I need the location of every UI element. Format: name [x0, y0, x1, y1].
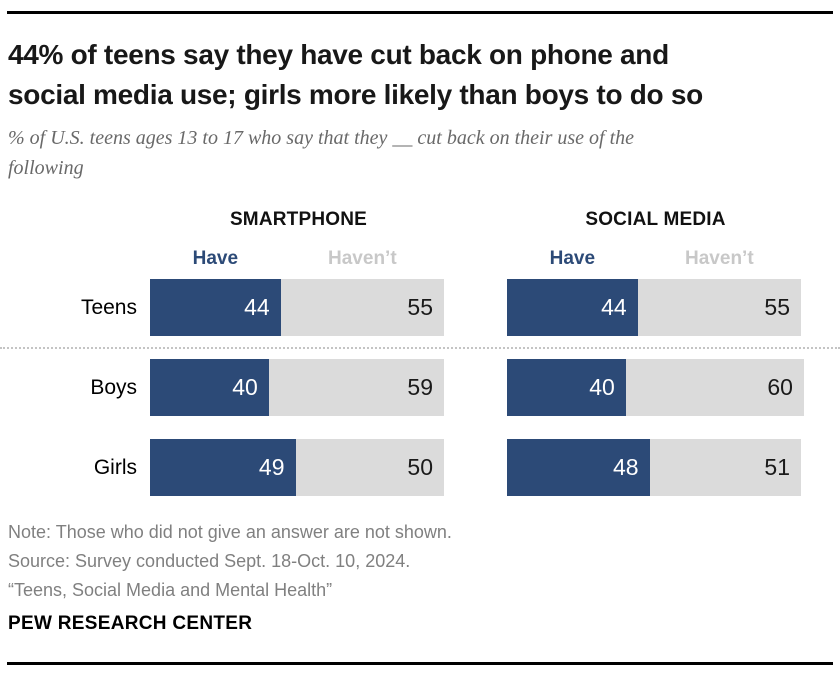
pew-chart-card: 44% of teens say they have cut back on p…: [0, 11, 840, 697]
legend-have-social-media: Have: [549, 248, 596, 269]
top-rule: [7, 11, 833, 14]
chart-title-line-1: 44% of teens say they have cut back on p…: [8, 39, 669, 70]
row-girls: Girls 49 50 48 51: [0, 439, 840, 496]
row-boys: Boys 40 59 40 60: [0, 359, 840, 416]
bar-girls-smartphone: 49 50: [150, 439, 447, 496]
bar-segment-havent: 55: [280, 279, 445, 336]
bar-girls-social-media: 48 51: [507, 439, 804, 496]
column-gap: [447, 209, 507, 231]
row-label-teens: Teens: [80, 296, 137, 319]
group-header-social-media: SOCIAL MEDIA: [585, 209, 726, 230]
bar-segment-havent: 55: [637, 279, 802, 336]
note-line: Note: Those who did not give an answer a…: [8, 522, 452, 542]
group-header-row: SMARTPHONE SOCIAL MEDIA: [0, 209, 840, 231]
bar-teens-social-media: 44 55: [507, 279, 804, 336]
chart-title: 44% of teens say they have cut back on p…: [8, 35, 832, 115]
series-legend-social-media: Have Haven’t: [507, 248, 804, 270]
row-teens: Teens 44 55 44 55: [0, 279, 840, 336]
report-title-line: “Teens, Social Media and Mental Health”: [8, 580, 333, 600]
group-header-smartphone: SMARTPHONE: [229, 209, 368, 230]
bar-segment-have: 40: [507, 359, 626, 416]
column-gap: [447, 439, 507, 496]
bar-boys-smartphone: 40 59: [150, 359, 447, 416]
bar-segment-have: 49: [150, 439, 296, 496]
source-line: Source: Survey conducted Sept. 18-Oct. 1…: [8, 551, 411, 571]
series-legend-smartphone: Have Haven’t: [150, 248, 447, 270]
chart-subtitle: % of U.S. teens ages 13 to 17 who say th…: [8, 123, 832, 183]
chart-title-line-2: social media use; girls more likely than…: [8, 79, 703, 110]
teens-vs-gender-divider: [0, 336, 840, 349]
pew-research-center-brand: PEW RESEARCH CENTER: [8, 613, 253, 634]
series-legend-row: Have Haven’t Have Haven’t: [0, 248, 840, 270]
bar-segment-havent: 59: [268, 359, 445, 416]
series-legend-spacer: [0, 248, 150, 270]
bar-segment-have: 44: [507, 279, 638, 336]
bar-boys-social-media: 40 60: [507, 359, 804, 416]
bottom-rule: [7, 662, 833, 665]
legend-have-smartphone: Have: [192, 248, 239, 269]
group-header-spacer: [0, 209, 150, 231]
column-gap: [447, 359, 507, 416]
bar-segment-havent: 50: [295, 439, 445, 496]
chart-subtitle-line-1: % of U.S. teens ages 13 to 17 who say th…: [8, 127, 635, 149]
bar-segment-havent: 60: [625, 359, 804, 416]
row-label-girls: Girls: [93, 456, 137, 479]
bar-segment-havent: 51: [649, 439, 802, 496]
footnotes: Note: Those who did not give an answer a…: [8, 518, 832, 605]
column-gap: [447, 279, 507, 336]
stacked-bar-chart: SMARTPHONE SOCIAL MEDIA Have Haven’t Hav…: [0, 209, 840, 496]
bar-segment-have: 44: [150, 279, 281, 336]
chart-subtitle-line-2: following: [8, 157, 84, 179]
legend-havent-smartphone: Haven’t: [328, 248, 397, 269]
bar-teens-smartphone: 44 55: [150, 279, 447, 336]
bar-segment-have: 48: [507, 439, 650, 496]
row-label-boys: Boys: [90, 376, 137, 399]
bar-segment-have: 40: [150, 359, 269, 416]
column-gap: [447, 248, 507, 270]
legend-havent-social-media: Haven’t: [685, 248, 754, 269]
